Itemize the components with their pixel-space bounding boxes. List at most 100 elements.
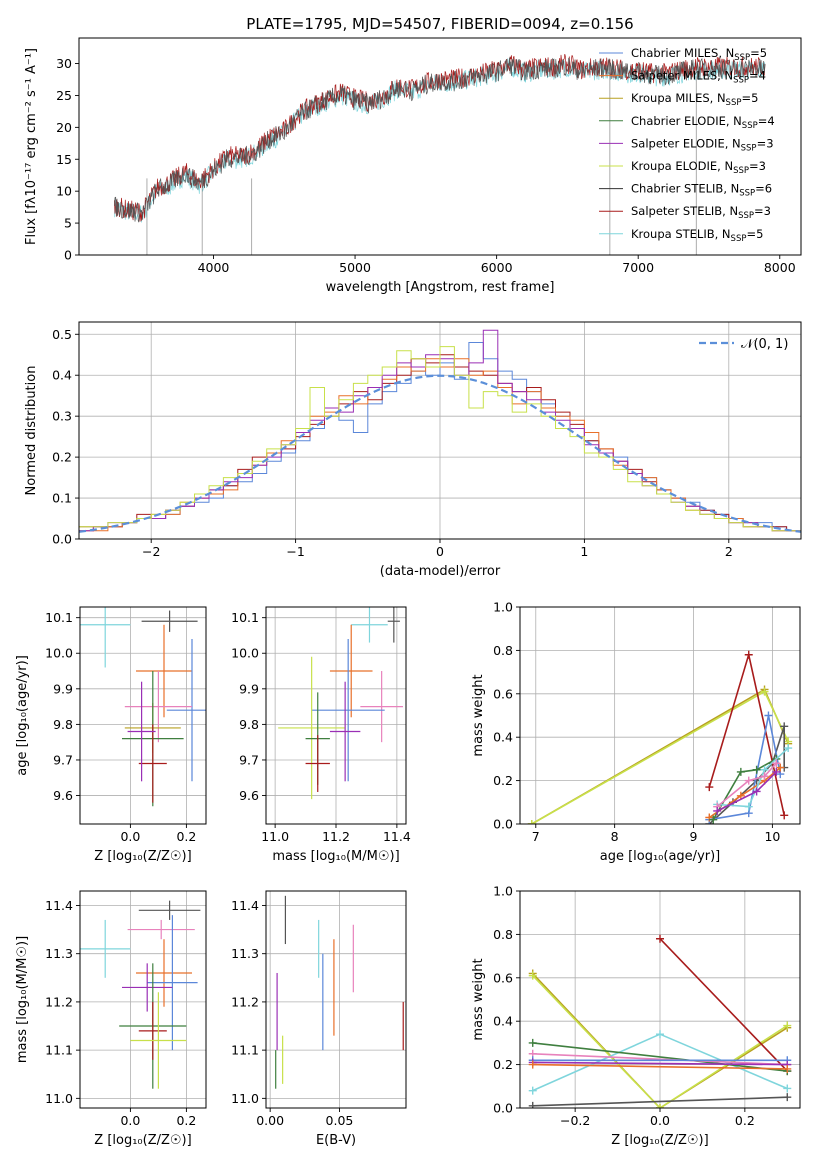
y-tick-label: 10.0 — [45, 646, 73, 661]
x-tick-label: 2 — [725, 544, 733, 559]
x-tick-label: 0.2 — [176, 829, 196, 844]
weight-marker — [752, 787, 761, 796]
y-tick-label: 9.7 — [53, 752, 73, 767]
legend-label: Salpeter MILES, NSSP=4 — [631, 69, 766, 86]
y-tick-label: 0.5 — [52, 327, 72, 342]
y-tick-label: 0.8 — [493, 643, 513, 658]
weight-marker — [752, 765, 761, 774]
y-tick-label: 0.4 — [493, 1014, 513, 1029]
weight-series — [709, 715, 782, 821]
legend-label: Salpeter STELIB, NSSP=3 — [631, 204, 771, 221]
weight-marker — [528, 1060, 537, 1069]
y-axis-label: mass [log₁₀(M/M☉)] — [15, 936, 30, 1063]
y-axis-label: mass weight — [471, 958, 486, 1040]
x-tick-label: 1 — [580, 544, 588, 559]
y-tick-label: 0.1 — [52, 491, 72, 506]
y-tick-label: 9.6 — [53, 788, 73, 803]
chart-age-vs-mass: 11.0 11.2 11.4 9.6 9.7 9.8 9.9 10.0 10.1 mass [lo… — [231, 606, 411, 864]
weight-series — [716, 762, 777, 808]
y-tick-label: 11.3 — [45, 946, 73, 961]
x-tick-label: 0.0 — [650, 1113, 670, 1128]
weight-marker — [528, 971, 537, 980]
weight-marker — [780, 811, 789, 820]
x-tick-label: 0 — [436, 544, 444, 559]
weight-marker — [772, 759, 781, 768]
y-tick-label: 0.6 — [493, 686, 513, 701]
legend-label: Chabrier ELODIE, NSSP=4 — [631, 114, 775, 131]
weight-series — [659, 938, 788, 1072]
chart-age-vs-Z: 0.0 0.2 9.6 9.7 9.8 9.9 10.0 10.1 Z [log₁₀(Z/Z☉)… — [15, 606, 207, 864]
legend-label: Kroupa MILES, NSSP=5 — [631, 91, 758, 108]
y-tick-label: 10.1 — [45, 610, 73, 625]
weight-marker — [744, 802, 753, 811]
y-axis-label: Normed distribution — [24, 366, 39, 496]
x-axis-label: (data-model)/error — [380, 564, 501, 579]
weight-series — [532, 1063, 788, 1070]
weight-marker — [783, 1093, 792, 1102]
y-tick-label: 9.9 — [239, 681, 259, 696]
legend-label: Kroupa ELODIE, NSSP=3 — [631, 159, 766, 176]
weight-marker — [709, 815, 718, 824]
y-tick-label: 0.6 — [493, 970, 513, 985]
legend: 𝒩(0, 1) — [699, 337, 788, 352]
weight-series — [532, 1042, 788, 1072]
y-tick-label: 11.3 — [231, 946, 259, 961]
weight-marker — [783, 1021, 792, 1030]
y-tick-label: 0.4 — [493, 730, 513, 745]
weight-marker — [776, 763, 785, 772]
x-tick-label: 11.0 — [261, 829, 289, 844]
y-tick-label: 20 — [56, 120, 72, 135]
y-tick-label: 25 — [56, 88, 72, 103]
weight-marker — [656, 1030, 664, 1039]
y-axis-label: age [log₁₀(age/yr)] — [15, 655, 30, 776]
weight-series — [532, 975, 788, 1108]
plot-area — [80, 607, 206, 807]
x-tick-label: −1 — [286, 544, 304, 559]
axes-frame — [78, 37, 802, 256]
x-tick-label: 0.2 — [176, 1113, 196, 1128]
y-tick-label: 9.8 — [239, 717, 259, 732]
x-axis-label: Z [log₁₀(Z/Z☉)] — [94, 849, 191, 864]
y-tick-label: 0 — [64, 248, 72, 263]
chart-mass-vs-ebv: 0.00 0.05 11.0 11.1 11.2 11.3 11.4 E(B-V) — [231, 890, 407, 1148]
y-tick-label: 0.2 — [493, 1057, 513, 1072]
y-tick-label: 11.1 — [231, 1043, 259, 1058]
axes-frame — [519, 606, 801, 825]
axes-frame — [265, 890, 407, 1109]
y-tick-label: 10.0 — [231, 646, 259, 661]
plot-area — [275, 895, 404, 1089]
chart-weight-vs-Z: −0.2 0.0 0.2 0.0 0.2 0.4 0.6 0.8 1.0 Z [log₁₀(Z/Z… — [471, 884, 801, 1148]
weight-marker — [528, 1086, 537, 1095]
y-tick-label: 11.1 — [45, 1043, 73, 1058]
y-tick-label: 11.0 — [45, 1091, 73, 1106]
axes-frame — [79, 606, 207, 825]
y-axis-label: Flux [fλ10⁻¹⁷ erg cm⁻² s⁻¹ A⁻¹] — [24, 48, 39, 245]
y-tick-label: 9.8 — [53, 717, 73, 732]
y-tick-label: 5 — [64, 216, 72, 231]
y-tick-label: 0.0 — [493, 1101, 513, 1116]
legend-label: 𝒩(0, 1) — [741, 337, 788, 352]
x-tick-label: 0.05 — [326, 1113, 354, 1128]
x-axis-label: wavelength [Angstrom, rest frame] — [326, 280, 555, 295]
weight-marker — [656, 934, 664, 943]
x-axis-label: Z [log₁₀(Z/Z☉)] — [94, 1133, 191, 1148]
y-tick-label: 0.0 — [493, 817, 513, 832]
weight-marker — [784, 744, 793, 753]
x-tick-label: 0.0 — [120, 1113, 140, 1128]
y-tick-label: 0.0 — [52, 532, 72, 547]
x-tick-label: 7000 — [622, 260, 654, 275]
legend: Chabrier MILES, NSSP=5 Salpeter MILES, NS… — [599, 46, 775, 244]
weight-marker — [528, 1038, 537, 1047]
plot-area — [528, 934, 792, 1108]
y-tick-label: 9.9 — [53, 681, 73, 696]
weight-marker — [760, 687, 769, 696]
x-tick-label: 8 — [611, 829, 619, 844]
weight-marker — [783, 1064, 792, 1073]
x-tick-label: −2 — [142, 544, 160, 559]
y-tick-label: 9.7 — [239, 752, 259, 767]
x-tick-label: 8000 — [764, 260, 796, 275]
spectrum-series — [114, 57, 766, 223]
chart-residuals: 𝒩(0, 1) −2 −1 0 1 2 0.0 0.1 0.2 0.3 0.4 0.5 (data-mo… — [24, 321, 802, 579]
plot-area — [278, 607, 403, 800]
